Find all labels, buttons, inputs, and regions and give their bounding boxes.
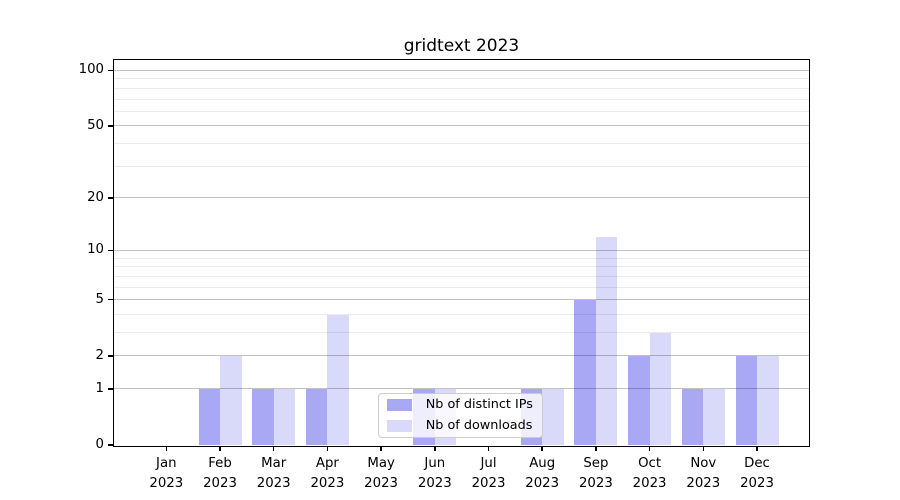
y-axis-tick-5 (108, 298, 113, 301)
gridline-major-50 (114, 125, 809, 127)
y-axis-tick-1 (108, 388, 113, 390)
legend-item-distinct-ips: Nb of distinct IPs (386, 397, 535, 413)
y-axis-tick-100 (108, 69, 113, 72)
legend-label-downloads: Nb of downloads (425, 418, 533, 434)
gridline-minor-40 (114, 143, 809, 145)
bar-downloads-feb (220, 355, 242, 446)
x-tick-label-aug: Aug 2023 (525, 455, 560, 491)
bar-downloads-aug (542, 388, 564, 446)
x-tick-label-jul: Jul 2023 (471, 455, 506, 491)
bar-distinct-ips-sep (574, 299, 596, 446)
y-axis-tick-50 (108, 125, 113, 127)
y-axis-tick-10 (108, 249, 113, 252)
x-axis-tick-apr (326, 446, 329, 452)
bar-distinct-ips-dec (735, 355, 757, 446)
x-axis-tick-dec (756, 446, 758, 452)
y-tick-label-2: 2 (95, 347, 104, 363)
x-axis-tick-sep (595, 446, 597, 452)
gridline-minor-30 (114, 165, 809, 167)
gridline-minor-6 (114, 286, 809, 288)
y-tick-label-100: 100 (78, 62, 104, 78)
x-tick-label-mar: Mar 2023 (256, 455, 291, 491)
gridline-minor-90 (114, 78, 809, 80)
gridline-major-20 (114, 197, 809, 199)
legend-label-distinct-ips: Nb of distinct IPs (425, 397, 533, 413)
y-axis-tick-20 (108, 197, 113, 199)
y-axis-tick-0 (108, 444, 113, 446)
gridline-major-1 (114, 388, 809, 390)
bar-distinct-ips-apr (305, 388, 328, 446)
y-tick-label-10: 10 (87, 242, 104, 258)
x-tick-label-apr: Apr 2023 (310, 455, 345, 491)
x-tick-label-jan: Jan 2023 (149, 455, 184, 491)
y-axis-tick-2 (108, 355, 113, 357)
x-axis-tick-aug (541, 446, 543, 452)
x-axis-tick-feb (219, 446, 221, 452)
x-tick-label-sep: Sep 2023 (578, 455, 613, 491)
y-tick-label-0: 0 (95, 437, 104, 453)
gridline-major-2 (114, 355, 809, 357)
x-axis-tick-jun (434, 446, 436, 452)
gridline-major-100 (114, 69, 809, 71)
x-axis-tick-nov (702, 446, 705, 452)
bar-distinct-ips-feb (198, 388, 220, 446)
gridline-major-10 (114, 249, 809, 251)
gridline-minor-70 (114, 98, 809, 100)
bar-downloads-mar (273, 388, 296, 446)
x-tick-label-may: May 2023 (364, 455, 399, 491)
gridline-minor-3 (114, 332, 809, 334)
legend-item-downloads: Nb of downloads (386, 418, 535, 434)
legend-swatch-distinct-ips-icon (386, 399, 412, 411)
gridline-minor-80 (114, 87, 809, 89)
x-axis-tick-may (380, 446, 382, 452)
bar-downloads-apr (327, 314, 349, 446)
gridline-minor-4 (114, 314, 809, 315)
bar-downloads-oct (649, 332, 672, 446)
y-tick-label-50: 50 (87, 117, 104, 133)
bar-downloads-sep (595, 236, 618, 446)
gridline-minor-9 (114, 257, 809, 259)
bar-distinct-ips-mar (252, 388, 274, 446)
x-axis-tick-mar (272, 446, 275, 452)
legend: Nb of distinct IPs Nb of downloads (377, 392, 544, 439)
gridline-minor-8 (114, 266, 809, 268)
y-tick-label-20: 20 (87, 189, 104, 205)
x-tick-label-oct: Oct 2023 (632, 455, 667, 491)
x-axis-tick-jan (165, 446, 168, 452)
y-tick-label-5: 5 (95, 291, 104, 307)
bar-distinct-ips-oct (628, 355, 650, 446)
bar-downloads-nov (703, 388, 725, 446)
bar-downloads-dec (757, 355, 779, 446)
chart-title: gridtext 2023 (403, 36, 520, 56)
legend-swatch-downloads-icon (386, 420, 412, 432)
x-axis-tick-jul (487, 446, 490, 452)
x-tick-label-feb: Feb 2023 (203, 455, 237, 491)
gridline-minor-7 (114, 275, 809, 277)
x-axis-tick-oct (648, 446, 651, 452)
x-tick-label-dec: Dec 2023 (740, 455, 774, 491)
x-tick-label-nov: Nov 2023 (686, 455, 721, 491)
y-tick-label-1: 1 (95, 380, 104, 396)
bar-distinct-ips-nov (681, 388, 704, 446)
gridline-minor-60 (114, 110, 809, 112)
x-tick-label-jun: Jun 2023 (417, 455, 452, 491)
gridline-major-5 (114, 299, 809, 301)
